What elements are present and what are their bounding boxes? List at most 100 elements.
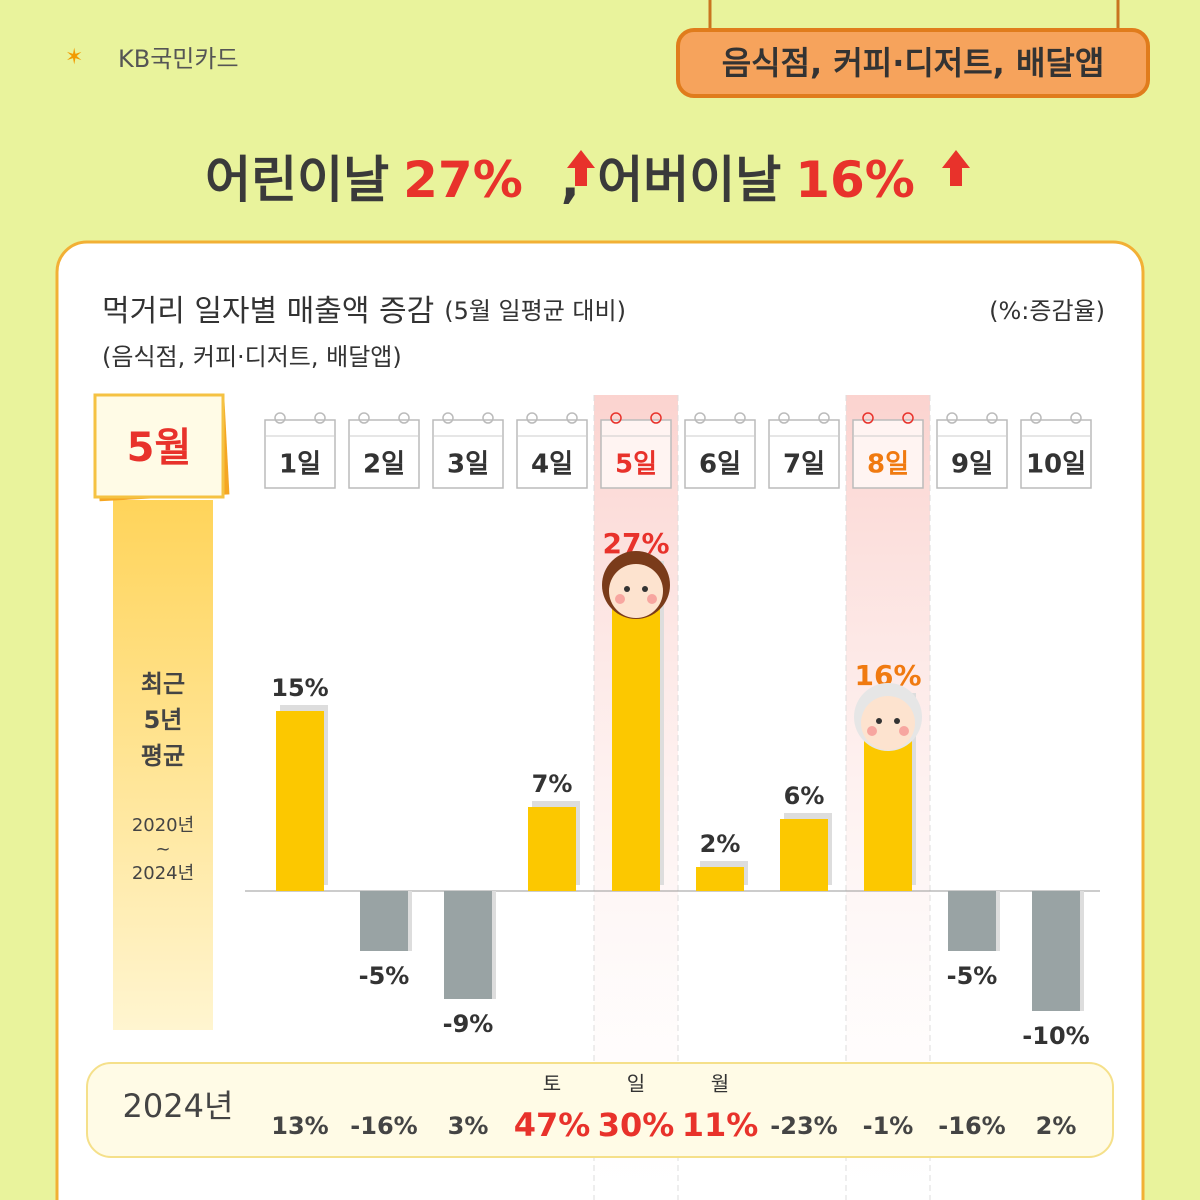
- side-period: 2020년: [132, 815, 194, 836]
- face-cheek: [867, 726, 877, 736]
- ring: [986, 412, 998, 424]
- up-arrow: [567, 150, 595, 186]
- face: [609, 564, 663, 618]
- side-period: 2024년: [132, 863, 194, 884]
- bar: [276, 711, 324, 891]
- face-eye: [624, 586, 630, 592]
- x-tick-label: 9일: [951, 450, 993, 480]
- day-box: [432, 419, 504, 489]
- headline-part: , 어버이날: [561, 151, 781, 209]
- x-tick-label: 8일: [867, 450, 909, 480]
- headline-part: 16%: [795, 151, 915, 209]
- side-label: 평균: [141, 742, 185, 770]
- day-box: [852, 419, 924, 489]
- value-label: 2%: [700, 830, 741, 858]
- x-tick-label: 2일: [363, 450, 405, 480]
- ring: [610, 412, 622, 424]
- ring: [778, 412, 790, 424]
- ring: [398, 412, 410, 424]
- row-label: 2024년: [123, 1087, 234, 1125]
- row-value: -16%: [350, 1112, 417, 1140]
- ring: [566, 412, 578, 424]
- ring: [314, 412, 326, 424]
- row-value: 3%: [448, 1112, 489, 1140]
- ring: [442, 412, 454, 424]
- ring: [734, 412, 746, 424]
- bar: [612, 567, 660, 891]
- bar: [780, 819, 828, 891]
- ring: [482, 412, 494, 424]
- badge: [676, 28, 1150, 98]
- up-arrow: [942, 150, 970, 186]
- row-value: -1%: [863, 1112, 914, 1140]
- value-label: -9%: [443, 1010, 494, 1038]
- value-label: -5%: [359, 962, 410, 990]
- month-calendar: [93, 393, 225, 499]
- value-label: 6%: [784, 782, 825, 810]
- side-column: [113, 500, 213, 1030]
- row-value: 47%: [514, 1106, 591, 1144]
- weekday: 토: [543, 1072, 561, 1096]
- day-box: [348, 419, 420, 489]
- day-box: [936, 419, 1008, 489]
- title-text: 먹거리 일자별 매출액 증감: [102, 294, 434, 329]
- ring: [946, 412, 958, 424]
- side-label: 5년: [144, 706, 183, 734]
- value-label: -10%: [1022, 1022, 1089, 1050]
- value-label: 7%: [532, 770, 573, 798]
- day-box: [1020, 419, 1092, 489]
- ring: [358, 412, 370, 424]
- day-box: [600, 419, 672, 489]
- bar: [444, 891, 492, 999]
- bar: [360, 891, 408, 951]
- x-tick-label: 10일: [1026, 450, 1086, 480]
- ring: [526, 412, 538, 424]
- day-box: [264, 419, 336, 489]
- value-label: 15%: [271, 674, 328, 702]
- badge-text: 음식점, 커피·디저트, 배달앱: [722, 44, 1105, 82]
- bar: [1032, 891, 1080, 1011]
- side-period: ~: [155, 839, 170, 860]
- face-cheek: [647, 594, 657, 604]
- row-value: 2%: [1036, 1112, 1077, 1140]
- row-panel: [86, 1062, 1114, 1158]
- ring: [862, 412, 874, 424]
- row-value: 11%: [682, 1106, 759, 1144]
- bar: [528, 807, 576, 891]
- x-tick-label: 4일: [531, 450, 573, 480]
- x-tick-label: 5일: [615, 450, 657, 480]
- headline-part: 어린이날: [205, 151, 389, 209]
- face-cheek: [615, 594, 625, 604]
- side-label: 최근: [141, 670, 185, 698]
- face-eye: [642, 586, 648, 592]
- ring: [694, 412, 706, 424]
- brand: KB국민카드: [118, 45, 239, 73]
- row-value: -23%: [770, 1112, 837, 1140]
- day-box: [684, 419, 756, 489]
- x-tick-label: 6일: [699, 450, 741, 480]
- day-box: [516, 419, 588, 489]
- x-tick-label: 7일: [783, 450, 825, 480]
- row-value: 13%: [271, 1112, 328, 1140]
- day-box: [768, 419, 840, 489]
- face-eye: [894, 718, 900, 724]
- month-label: 5월: [127, 425, 192, 471]
- face-cheek: [899, 726, 909, 736]
- chart-subtitle: (음식점, 커피·디저트, 배달앱): [102, 343, 402, 371]
- ring: [902, 412, 914, 424]
- row-value: 30%: [598, 1106, 675, 1144]
- bar: [948, 891, 996, 951]
- weekday: 일: [627, 1072, 645, 1096]
- logo-mark: ✶: [65, 45, 83, 70]
- chart-title: 먹거리 일자별 매출액 증감 (5월 일평균 대비): [102, 294, 626, 329]
- face-eye: [876, 718, 882, 724]
- headline: 어린이날 27% , 어버이날 16%: [205, 151, 915, 209]
- unit-note: (%:증감율): [989, 297, 1105, 325]
- ring: [818, 412, 830, 424]
- x-tick-label: 1일: [279, 450, 321, 480]
- value-label: -5%: [947, 962, 998, 990]
- bar: [696, 867, 744, 891]
- headline-part: 27%: [403, 151, 523, 209]
- ring: [1070, 412, 1082, 424]
